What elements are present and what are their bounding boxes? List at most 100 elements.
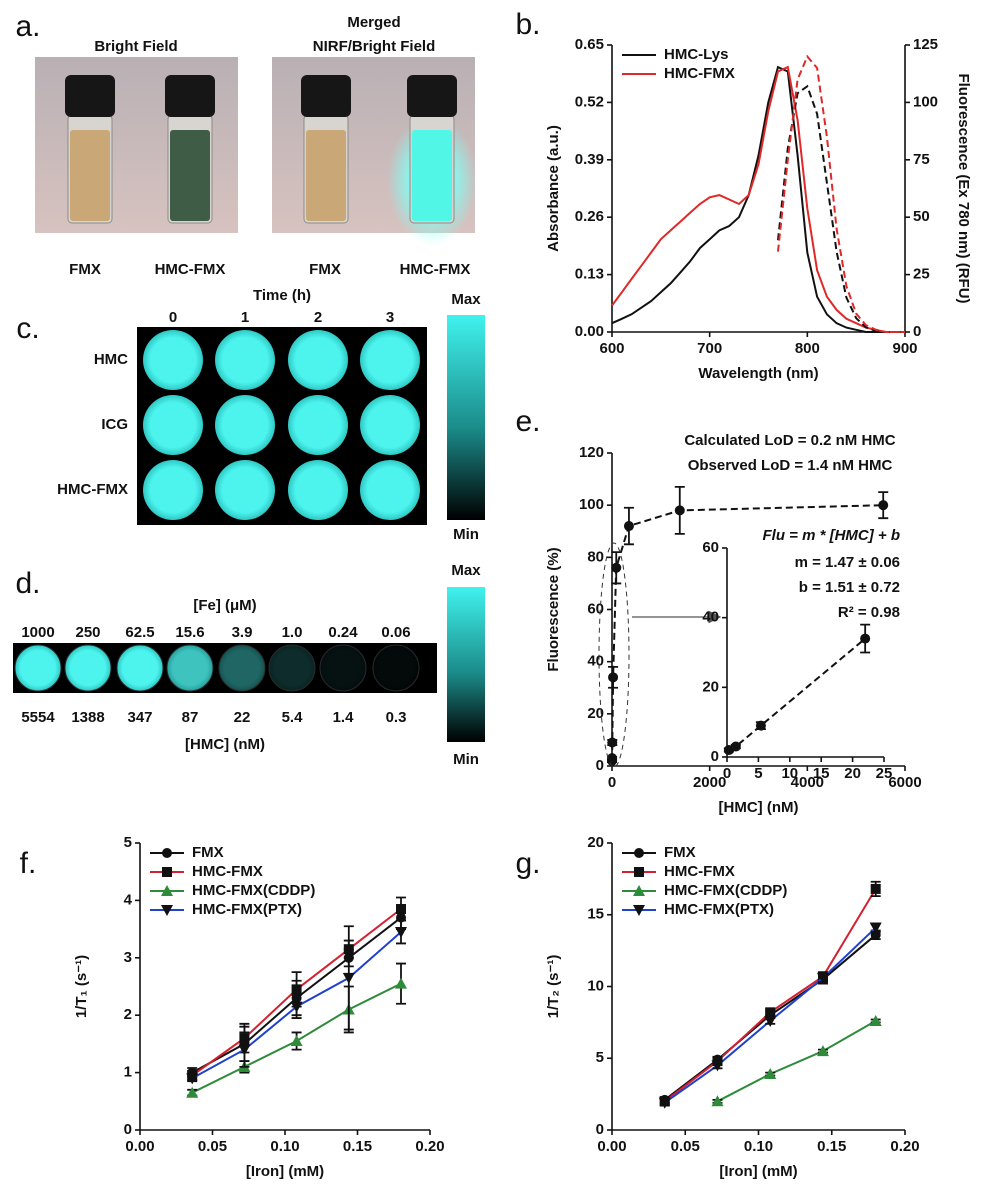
marker bbox=[607, 737, 618, 748]
vial-label: FMX bbox=[309, 261, 341, 278]
x-tick-label: 0.20 bbox=[415, 1138, 444, 1155]
marker bbox=[764, 1015, 777, 1027]
legend-marker bbox=[162, 867, 172, 877]
panel-label: g. bbox=[515, 847, 540, 880]
marker bbox=[290, 1001, 303, 1013]
x-tick-label: 0.10 bbox=[270, 1138, 299, 1155]
vial-cap bbox=[407, 75, 457, 117]
vial-label: HMC-FMX bbox=[155, 261, 226, 278]
well bbox=[319, 644, 367, 692]
selection-ellipse bbox=[598, 542, 630, 768]
x-tick-label: 10 bbox=[781, 765, 798, 782]
marker bbox=[291, 984, 302, 995]
marker bbox=[396, 904, 406, 915]
vial-label: HMC-FMX bbox=[400, 261, 471, 278]
fe-label: 62.5 bbox=[125, 624, 154, 641]
y-tick-label: 3 bbox=[124, 949, 132, 966]
marker bbox=[611, 562, 622, 573]
x-tick-label: 0.10 bbox=[744, 1138, 773, 1155]
x-tick-label: 2000 bbox=[693, 774, 726, 791]
y-tick-label: 20 bbox=[702, 678, 719, 695]
marker bbox=[869, 922, 882, 934]
line bbox=[777, 54, 905, 333]
y-axis-label: 1/T₁ (s⁻¹) bbox=[73, 955, 90, 1018]
marker bbox=[395, 926, 407, 938]
image-title: Bright Field bbox=[94, 38, 177, 55]
axis-title: Time (h) bbox=[253, 287, 311, 304]
well bbox=[360, 460, 420, 520]
x-tick-label: 0.00 bbox=[125, 1138, 154, 1155]
y-tick-label: 60 bbox=[702, 539, 719, 556]
annotation: R² = 0.98 bbox=[838, 604, 900, 621]
y2-tick-label: 100 bbox=[913, 93, 938, 110]
marker bbox=[816, 972, 829, 984]
well bbox=[215, 395, 275, 455]
y-tick-label: 0.52 bbox=[575, 93, 604, 110]
y2-tick-label: 125 bbox=[913, 36, 938, 53]
fe-label: 0.24 bbox=[328, 624, 358, 641]
y-tick-label: 60 bbox=[587, 600, 604, 617]
legend-marker bbox=[633, 885, 645, 896]
legend-label: HMC-FMX bbox=[664, 863, 735, 880]
y-axis-label: Fluorescence (%) bbox=[545, 547, 562, 671]
x-tick-label: 800 bbox=[795, 340, 820, 357]
x-tick-label: 15 bbox=[813, 765, 830, 782]
trend-line bbox=[728, 637, 866, 751]
y-tick-label: 5 bbox=[124, 834, 132, 851]
annotation: m = 1.47 ± 0.06 bbox=[795, 554, 900, 571]
legend-marker bbox=[161, 905, 173, 916]
marker bbox=[290, 1035, 303, 1047]
x-axis-label: [Iron] (mM) bbox=[719, 1163, 797, 1180]
x-tick-label: 4000 bbox=[791, 774, 824, 791]
x-axis-label: Wavelength (nm) bbox=[698, 365, 818, 382]
column-label: 1 bbox=[241, 309, 249, 326]
y-tick-label: 0 bbox=[596, 1121, 604, 1138]
marker bbox=[395, 977, 407, 989]
colorbar bbox=[447, 315, 485, 520]
legend-marker bbox=[633, 905, 645, 916]
well bbox=[166, 644, 214, 692]
fe-label: 3.9 bbox=[232, 624, 253, 641]
y2-tick-label: 0 bbox=[913, 323, 921, 340]
vial-liquid bbox=[170, 130, 210, 221]
y-tick-label: 0.65 bbox=[575, 36, 604, 53]
hmc-label: 0.3 bbox=[386, 709, 407, 726]
y-tick-label: 5 bbox=[596, 1049, 604, 1066]
legend-label: FMX bbox=[664, 844, 696, 861]
image-title: NIRF/Bright Field bbox=[313, 38, 436, 55]
panel-label: b. bbox=[515, 8, 540, 41]
marker bbox=[816, 1045, 829, 1057]
fe-label: 0.06 bbox=[381, 624, 410, 641]
vial-liquid bbox=[306, 130, 346, 221]
hmc-label: 1388 bbox=[71, 709, 104, 726]
y-axis-label: 1/T₂ (s⁻¹) bbox=[545, 955, 562, 1019]
legend-label: FMX bbox=[192, 844, 224, 861]
annotation: Flu = m * [HMC] + b bbox=[762, 527, 900, 544]
x-tick-label: 0.05 bbox=[671, 1138, 700, 1155]
y-tick-label: 0 bbox=[596, 757, 604, 774]
well bbox=[268, 644, 316, 692]
x-tick-label: 0.05 bbox=[198, 1138, 227, 1155]
image-title: Merged bbox=[347, 14, 400, 31]
legend-marker bbox=[634, 867, 644, 877]
legend-label: HMC-FMX(CDDP) bbox=[192, 882, 315, 899]
x-tick-label: 0.20 bbox=[890, 1138, 919, 1155]
legend-label: HMC-Lys bbox=[664, 46, 728, 63]
colorbar-label: Max bbox=[451, 562, 481, 579]
y-tick-label: 0.26 bbox=[575, 208, 604, 225]
marker bbox=[607, 753, 618, 764]
well bbox=[360, 395, 420, 455]
marker bbox=[764, 1068, 777, 1080]
y2-tick-label: 50 bbox=[913, 208, 930, 225]
well bbox=[14, 644, 62, 692]
well bbox=[288, 460, 348, 520]
axis-title: [Fe] (μM) bbox=[193, 597, 256, 614]
y-axis-label: Absorbance (a.u.) bbox=[545, 125, 562, 252]
marker bbox=[674, 505, 685, 516]
marker bbox=[711, 1060, 724, 1072]
y2-axis-label: Fluorescence (Ex 780 nm) (RFU) bbox=[955, 73, 972, 303]
x-tick-label: 0.15 bbox=[343, 1138, 372, 1155]
marker bbox=[623, 521, 634, 532]
x-tick-label: 0 bbox=[608, 774, 616, 791]
vial-liquid bbox=[70, 130, 110, 221]
